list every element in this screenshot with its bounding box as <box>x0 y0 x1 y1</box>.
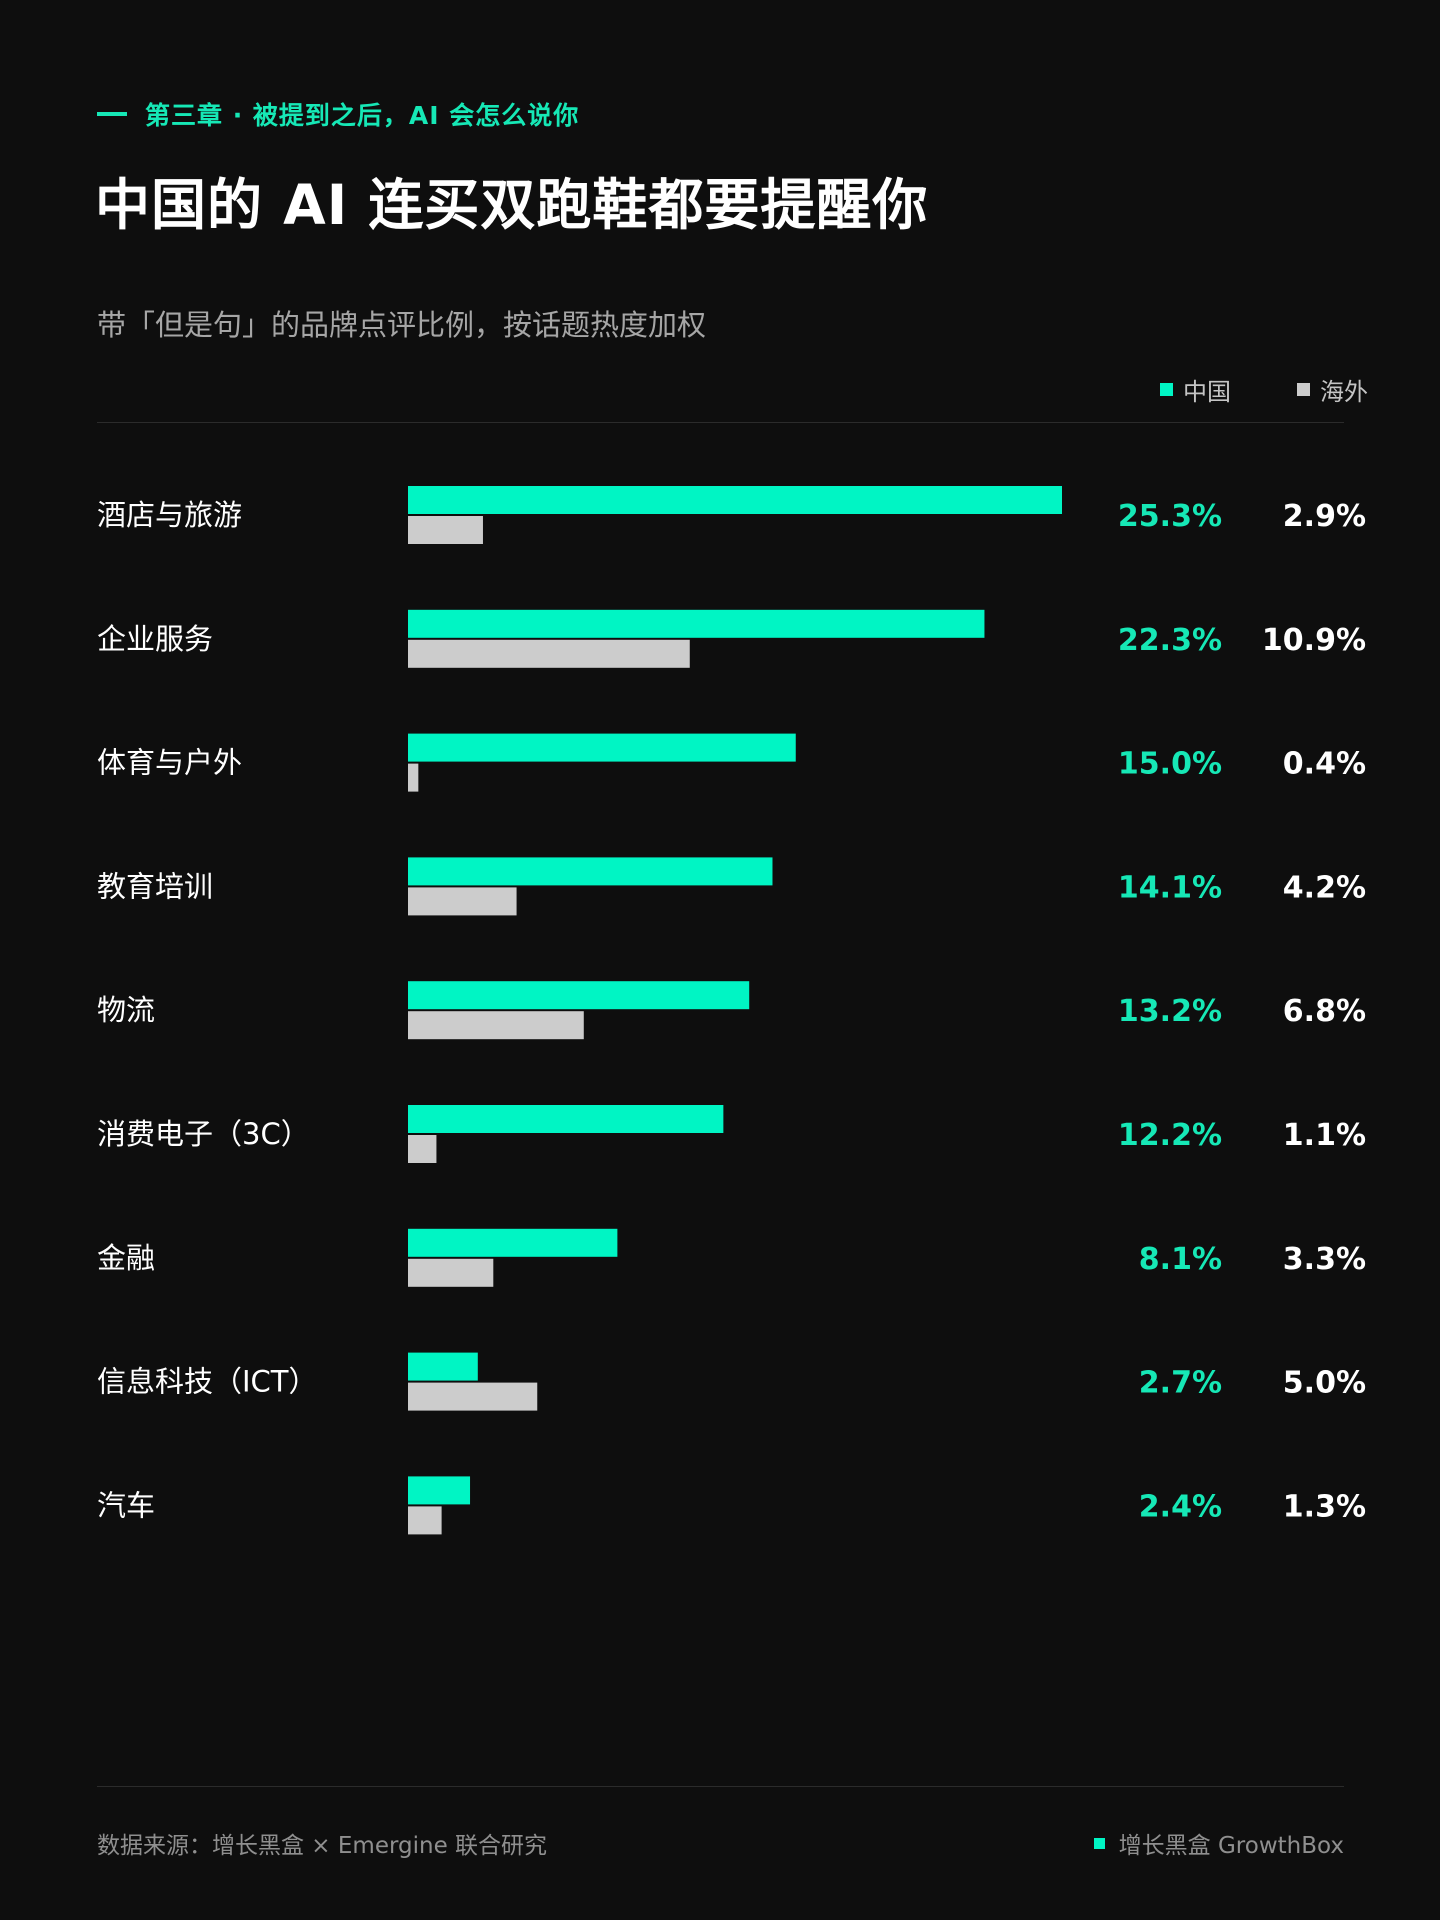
chapter-eyebrow: 第三章 · 被提到之后，AI 会怎么说你 <box>97 96 579 132</box>
value-label-china: 13.2% <box>1118 994 1222 1029</box>
category-label: 酒店与旅游 <box>97 498 242 532</box>
legend-swatch-overseas <box>1297 383 1310 396</box>
legend-item-overseas: 海外 <box>1297 372 1368 407</box>
value-label-china: 8.1% <box>1139 1242 1222 1277</box>
bar-overseas <box>408 1506 442 1535</box>
bar-china <box>408 981 750 1010</box>
brand-name: 增长黑盒 GrowthBox <box>1118 1833 1344 1859</box>
legend-label-china: 中国 <box>1183 378 1231 406</box>
bar-overseas <box>408 639 690 668</box>
value-label-china: 22.3% <box>1118 623 1222 658</box>
brand-square-icon <box>1093 1837 1105 1849</box>
legend-label-overseas: 海外 <box>1320 378 1368 406</box>
value-label-overseas: 5.0% <box>1283 1366 1366 1401</box>
category-label: 物流 <box>97 993 155 1027</box>
value-label-overseas: 1.1% <box>1283 1118 1366 1153</box>
chart-legend: 中国 海外 <box>1094 372 1368 407</box>
eyebrow-text: 第三章 · 被提到之后，AI 会怎么说你 <box>145 101 580 130</box>
bar-overseas <box>408 887 517 916</box>
brand-mark: 增长黑盒 GrowthBox <box>1093 1826 1344 1860</box>
data-source: 数据来源：增长黑盒 × Emergine 联合研究 <box>97 1833 548 1859</box>
value-label-china: 14.1% <box>1118 870 1222 905</box>
value-label-overseas: 4.2% <box>1283 870 1366 905</box>
bar-overseas <box>408 1011 584 1040</box>
category-label: 教育培训 <box>97 869 213 903</box>
category-label: 消费电子（3C） <box>97 1117 310 1151</box>
bar-china <box>408 1476 471 1505</box>
bar-overseas <box>408 1135 437 1163</box>
bar-overseas <box>408 1382 538 1411</box>
value-label-china: 2.7% <box>1139 1366 1222 1401</box>
value-label-overseas: 1.3% <box>1283 1489 1366 1524</box>
legend-swatch-china <box>1160 383 1173 396</box>
eyebrow-dash <box>97 112 127 116</box>
bar-china <box>408 1105 724 1133</box>
bar-china <box>408 1228 618 1257</box>
bar-overseas <box>408 763 419 792</box>
bar-overseas <box>408 516 483 544</box>
value-label-overseas: 6.8% <box>1283 994 1366 1029</box>
value-label-overseas: 2.9% <box>1283 499 1366 534</box>
category-label: 汽车 <box>97 1488 155 1522</box>
value-label-china: 25.3% <box>1118 499 1222 534</box>
category-label: 信息科技（ICT） <box>97 1365 318 1399</box>
category-label: 体育与户外 <box>97 746 242 780</box>
value-label-china: 12.2% <box>1118 1118 1222 1153</box>
value-label-overseas: 3.3% <box>1283 1242 1366 1277</box>
value-label-china: 15.0% <box>1118 747 1222 782</box>
legend-item-china: 中国 <box>1160 372 1231 407</box>
bar-overseas <box>408 1258 494 1287</box>
value-label-overseas: 10.9% <box>1262 623 1366 658</box>
bar-china <box>408 1352 478 1381</box>
value-label-overseas: 0.4% <box>1283 747 1366 782</box>
category-label: 企业服务 <box>97 622 213 656</box>
bar-china <box>408 486 1062 514</box>
bar-chart: 酒店与旅游 25.3% 2.9% 企业服务 22.3% 10.9% 体育与户外 15.0% 0.… <box>97 486 1366 1535</box>
bar-china <box>408 857 773 886</box>
bar-china <box>408 609 985 638</box>
chart-subtitle: 带「但是句」的品牌点评比例，按话题热度加权 <box>97 308 707 342</box>
page-title: 中国的 AI 连买双跑鞋都要提醒你 <box>95 173 929 237</box>
value-label-china: 2.4% <box>1139 1489 1222 1524</box>
bar-china <box>408 733 796 762</box>
category-label: 金融 <box>97 1241 155 1275</box>
footer-divider <box>97 1786 1344 1787</box>
header-divider <box>97 422 1344 423</box>
